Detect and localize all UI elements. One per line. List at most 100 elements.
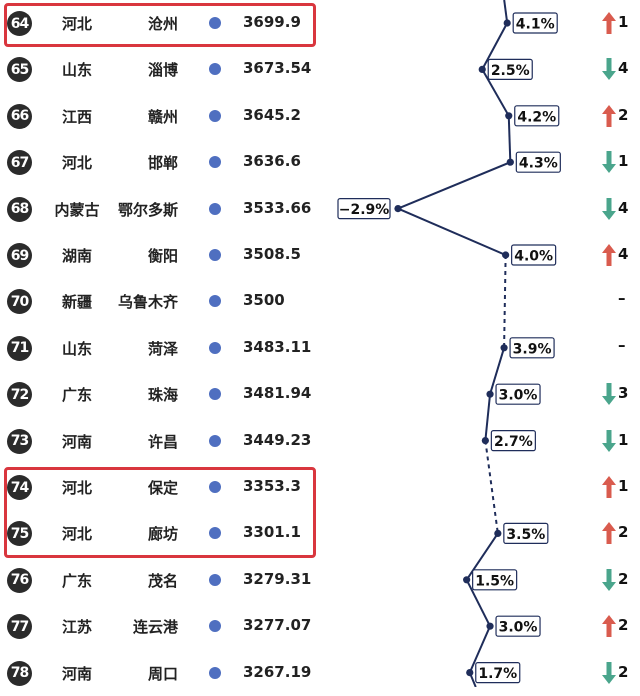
series-dot bbox=[209, 17, 221, 29]
city-label: 连云港 bbox=[132, 618, 178, 637]
rank-badge: 70 bbox=[7, 289, 32, 315]
rank-change-value: 1 bbox=[618, 477, 629, 495]
gdp-value: 3301.1 bbox=[243, 523, 301, 542]
rank-change: 4 bbox=[602, 244, 638, 266]
growth-label-box bbox=[495, 615, 541, 637]
arrow-up-icon bbox=[602, 476, 616, 498]
growth-point bbox=[503, 19, 511, 27]
arrow-down-icon bbox=[602, 58, 616, 81]
arrow-up-icon bbox=[602, 615, 616, 638]
city-label: 珠海 bbox=[147, 386, 178, 405]
growth-label-box bbox=[475, 661, 521, 684]
rank-badge: 66 bbox=[7, 103, 32, 129]
table-row: 72 广东 珠海 3481.94 3 bbox=[0, 371, 640, 417]
gdp-value: 3353.3 bbox=[243, 477, 301, 495]
series-dot bbox=[209, 249, 221, 261]
growth-label-box bbox=[495, 383, 541, 405]
growth-label: 4.2% bbox=[517, 109, 556, 125]
table-row: 75 河北 廊坊 3301.1 2 bbox=[0, 510, 640, 556]
rank-badge: 65 bbox=[7, 57, 32, 83]
growth-label: 4.1% bbox=[516, 17, 555, 33]
rank-change-value: 4 bbox=[618, 59, 629, 78]
table-row: 68 内蒙古 鄂尔多斯 3533.66 4 bbox=[0, 186, 640, 232]
growth-label: 3.9% bbox=[513, 341, 552, 357]
growth-segment bbox=[465, 532, 499, 581]
rank-change-value: 2 bbox=[618, 569, 629, 588]
gdp-value: 3483.11 bbox=[243, 337, 312, 356]
rank-change-value: 1 bbox=[618, 13, 629, 31]
growth-label-box bbox=[487, 58, 533, 81]
gdp-value: 3449.23 bbox=[243, 430, 312, 449]
gdp-value: 3645.2 bbox=[243, 105, 301, 124]
city-label: 衡阳 bbox=[147, 247, 178, 265]
growth-label: 3.0% bbox=[499, 388, 538, 404]
highlight-box bbox=[4, 467, 316, 558]
rank-change: 2 bbox=[602, 104, 638, 127]
growth-label: 3.0% bbox=[499, 620, 538, 636]
province-label: 新疆 bbox=[61, 293, 92, 312]
table-row: 76 广东 茂名 3279.31 2 bbox=[0, 557, 640, 603]
table-row: 69 湖南 衡阳 3508.5 4 bbox=[0, 232, 640, 278]
rank-change-none: – bbox=[618, 335, 626, 354]
city-label: 邯郸 bbox=[147, 154, 178, 173]
city-label: 鄂尔多斯 bbox=[117, 200, 178, 219]
growth-segment bbox=[481, 68, 510, 117]
arrow-up-icon bbox=[602, 104, 616, 127]
rank-change: 1 bbox=[602, 12, 638, 34]
growth-label-box bbox=[337, 198, 391, 220]
table-row: 64 河北 沧州 3699.9 1 bbox=[0, 0, 640, 46]
growth-segment bbox=[465, 579, 491, 627]
rank-change: 1 bbox=[602, 476, 638, 498]
growth-segment bbox=[397, 161, 511, 210]
series-dot bbox=[209, 156, 221, 169]
province-label: 广东 bbox=[61, 386, 92, 405]
province-label: 江西 bbox=[61, 107, 92, 126]
arrow-down-icon bbox=[602, 197, 616, 220]
growth-label-box bbox=[472, 569, 518, 591]
city-label: 沧州 bbox=[147, 15, 178, 33]
growth-label: 3.5% bbox=[506, 527, 545, 543]
rank-badge: 76 bbox=[7, 567, 32, 593]
rank-change-value: 2 bbox=[618, 523, 629, 542]
rank-change-value: 2 bbox=[618, 662, 629, 681]
city-label: 周口 bbox=[147, 664, 178, 683]
rank-change: 2 bbox=[602, 615, 638, 638]
province-label: 河北 bbox=[61, 525, 92, 544]
province-label: 山东 bbox=[61, 61, 92, 80]
rank-change-value: 1 bbox=[618, 430, 629, 449]
growth-label: 1.7% bbox=[478, 666, 517, 682]
series-dot bbox=[209, 434, 221, 447]
arrow-up-icon bbox=[602, 522, 616, 545]
growth-label: 2.7% bbox=[494, 434, 533, 450]
province-label: 山东 bbox=[61, 339, 92, 358]
growth-gap-segment bbox=[503, 254, 507, 348]
rank-change: 2 bbox=[602, 568, 638, 591]
city-label: 茂名 bbox=[147, 571, 178, 590]
series-dot bbox=[209, 481, 221, 493]
rank-change: 3 bbox=[602, 383, 638, 406]
growth-segment bbox=[507, 115, 512, 163]
city-label: 廊坊 bbox=[147, 525, 178, 544]
growth-point bbox=[463, 576, 471, 584]
gdp-value: 3699.9 bbox=[243, 13, 301, 31]
growth-label: −2.9% bbox=[339, 202, 390, 218]
province-label: 河北 bbox=[61, 154, 92, 173]
growth-point bbox=[494, 529, 502, 538]
table-row: 65 山东 淄博 3673.54 4 bbox=[0, 46, 640, 92]
gdp-value: 3508.5 bbox=[243, 245, 301, 263]
growth-label-box bbox=[514, 105, 560, 127]
table-row: 71 山东 菏泽 3483.11 – bbox=[0, 325, 640, 371]
rank-change-value: 4 bbox=[618, 198, 629, 217]
growth-label-box bbox=[503, 522, 549, 545]
series-dot bbox=[209, 573, 221, 586]
rank-change-value: 4 bbox=[618, 245, 629, 263]
growth-segment bbox=[468, 625, 491, 674]
series-dot bbox=[209, 388, 221, 401]
growth-label-box bbox=[515, 151, 561, 173]
growth-segment bbox=[484, 394, 492, 441]
table-row: 73 河南 许昌 3449.23 1 bbox=[0, 418, 640, 464]
gdp-value: 3277.07 bbox=[243, 616, 312, 635]
rank-badge: 78 bbox=[7, 660, 32, 686]
